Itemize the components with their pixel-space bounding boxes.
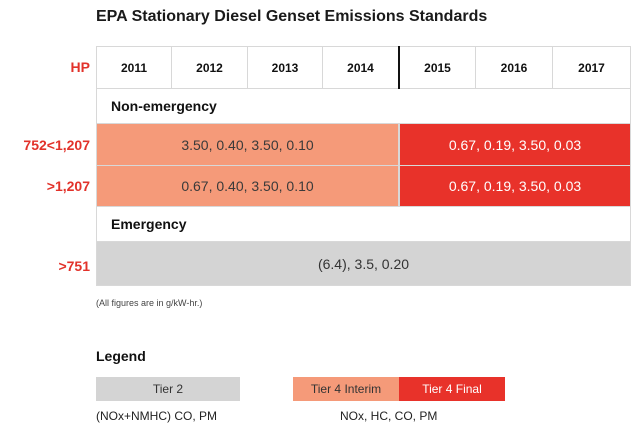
year-2017: 2017 (553, 47, 630, 88)
year-2015: 2015 (400, 47, 475, 88)
year-divider-2015 (398, 46, 400, 89)
units-note: (All figures are in g/kW-hr.) (96, 298, 203, 308)
section-emergency: Emergency (97, 207, 630, 241)
standards-table: 2011 2012 2013 2014 2015 2016 2017 Non-e… (96, 46, 631, 286)
year-2016: 2016 (476, 47, 552, 88)
year-2014: 2014 (323, 47, 398, 88)
legend-title: Legend (96, 348, 146, 364)
year-2013: 2013 (248, 47, 322, 88)
year-2012: 2012 (172, 47, 247, 88)
legend-swatch-tier2: Tier 2 (96, 377, 240, 401)
row-label-over-1207: >1,207 (46, 178, 90, 194)
interim-cell-row1: 3.50, 0.40, 3.50, 0.10 (97, 124, 398, 165)
interim-cell-row2: 0.67, 0.40, 3.50, 0.10 (97, 166, 398, 206)
row-label-752-1207: 752<1,207 (23, 137, 90, 153)
legend-caption-tier4: NOx, HC, CO, PM (340, 409, 438, 423)
legend-caption-tier2: (NOx+NMHC) CO, PM (96, 409, 217, 423)
hp-header: HP (70, 59, 90, 75)
final-cell-row2: 0.67, 0.19, 3.50, 0.03 (400, 166, 630, 206)
tier2-cell-row3: (6.4), 3.5, 0.20 (97, 242, 630, 285)
year-2011: 2011 (97, 47, 171, 88)
legend-swatch-tier4-final: Tier 4 Final (399, 377, 505, 401)
final-cell-row1: 0.67, 0.19, 3.50, 0.03 (400, 124, 630, 165)
row-label-over-751: >751 (58, 258, 90, 274)
section-non-emergency: Non-emergency (97, 89, 630, 123)
chart-title: EPA Stationary Diesel Genset Emissions S… (96, 8, 488, 25)
legend-swatch-tier4-interim: Tier 4 Interim (293, 377, 399, 401)
